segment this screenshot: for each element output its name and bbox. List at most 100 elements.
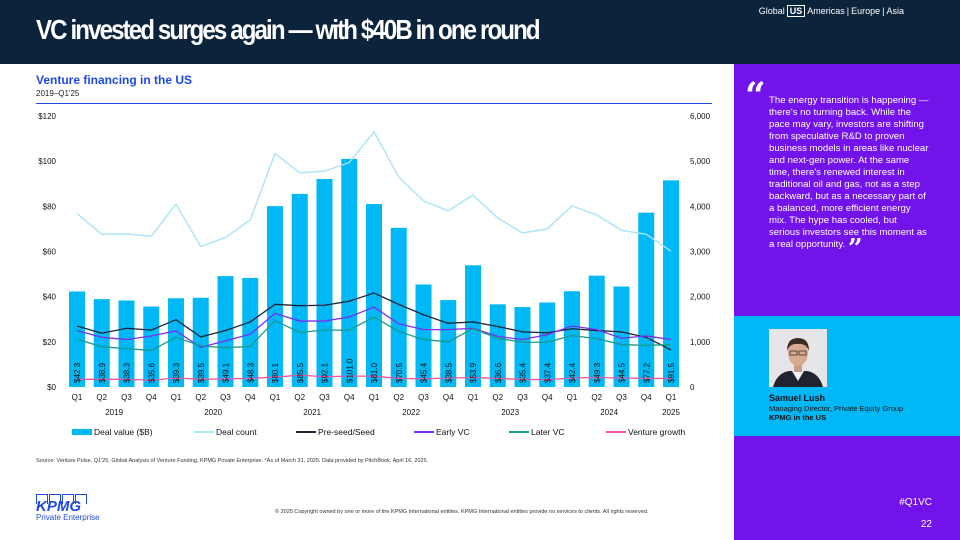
x-axis-quarter-label: Q3 <box>121 393 132 402</box>
deal-value-bar <box>316 179 333 387</box>
right-axis-tick: 0 <box>690 383 695 392</box>
x-axis-quarter-label: Q4 <box>245 393 256 402</box>
left-axis-tick: $80 <box>43 202 57 211</box>
bar-data-label: $92.1 <box>321 362 330 383</box>
region-global-link[interactable]: Global <box>758 6 785 16</box>
x-axis-quarter-label: Q1 <box>468 393 479 402</box>
deal-value-bar <box>118 300 135 387</box>
bar-data-label: $101.0 <box>345 358 354 383</box>
right-axis-tick: 6,000 <box>690 112 711 121</box>
left-axis-tick: $20 <box>43 338 57 347</box>
legend-label: Venture growth <box>628 427 685 437</box>
bar-data-label: $80.1 <box>271 362 280 383</box>
deal-value-bar <box>291 193 308 387</box>
deal-value-bar <box>588 275 605 387</box>
x-axis-quarter-label: Q4 <box>443 393 454 402</box>
deal-value-bar <box>366 204 382 387</box>
copyright: © 2025 Copyright owned by one or more of… <box>275 509 649 515</box>
person-photo <box>769 329 827 387</box>
bar-data-label: $36.6 <box>494 362 503 383</box>
quote-body: The energy transition is happening — the… <box>769 95 929 250</box>
deal-value-bar <box>93 299 110 387</box>
logo-subtext: Private Enterprise <box>36 513 100 522</box>
deal-value-bar <box>663 180 679 387</box>
x-axis-quarter-label: Q1 <box>567 393 578 402</box>
deal-value-bar <box>564 291 580 387</box>
series-line-deal-count <box>76 130 672 252</box>
open-quote-icon: “ <box>745 75 766 117</box>
x-axis-year-label: 2019 <box>105 408 123 417</box>
region-europe-link[interactable]: Europe <box>851 6 881 16</box>
x-axis-quarter-label: Q4 <box>146 393 157 402</box>
deal-value-bar <box>242 277 259 387</box>
x-axis-quarter-label: Q3 <box>418 393 429 402</box>
left-axis-tick: $100 <box>38 157 56 166</box>
deal-value-bar <box>143 306 160 387</box>
deal-value-bar <box>465 265 481 387</box>
x-axis-quarter-label: Q2 <box>195 393 206 402</box>
x-axis-quarter-label: Q3 <box>616 393 627 402</box>
region-us-link[interactable]: US <box>786 5 806 17</box>
x-axis-year-label: 2023 <box>501 408 519 417</box>
venture-financing-chart: $0 $20 $40 $60 $80 $100 $120 0 1,000 2,000 3,000 4,… <box>38 112 711 437</box>
x-axis-quarter-label: Q2 <box>294 393 305 402</box>
hashtag: #Q1VC <box>899 497 932 508</box>
x-axis-quarter-label: Q2 <box>591 393 602 402</box>
deal-value-bar <box>638 212 655 387</box>
page-number: 22 <box>920 519 932 530</box>
x-axis-quarter-label: Q3 <box>319 393 330 402</box>
title-divider <box>36 103 712 104</box>
legend-label: Later VC <box>531 427 565 437</box>
x-axis-quarter-label: Q4 <box>542 393 553 402</box>
deal-value-bar <box>217 276 234 387</box>
chart-subtitle: 2019–Q1'25 <box>36 89 80 98</box>
left-axis-tick: $0 <box>47 383 56 392</box>
logo-text: KPMG <box>36 498 81 515</box>
separator: | <box>882 6 885 16</box>
legend-label: Deal count <box>216 427 257 437</box>
deal-value-bar <box>341 158 358 387</box>
bar-data-label: $48.3 <box>246 362 255 383</box>
deal-value-bar <box>539 302 556 387</box>
bar-data-label: $39.5 <box>197 362 206 383</box>
left-axis-tick: $40 <box>43 293 57 302</box>
x-axis-year-label: 2025 <box>662 408 680 417</box>
bar-data-label: $45.4 <box>420 362 429 383</box>
bar-data-label: $77.2 <box>642 362 651 383</box>
x-axis-quarter-label: Q2 <box>96 393 107 402</box>
series-line-later-vc <box>76 316 672 352</box>
left-axis-tick: $120 <box>38 112 56 121</box>
right-axis-tick: 5,000 <box>690 157 711 166</box>
x-axis-year-label: 2024 <box>600 408 618 417</box>
person-role: Managing Director, Private Equity Group <box>769 404 904 413</box>
deal-value-bar <box>390 227 407 387</box>
series-line-early-vc <box>76 306 672 348</box>
legend-swatch <box>72 429 92 435</box>
quote-panel <box>734 64 960 540</box>
x-axis-quarter-label: Q1 <box>171 393 182 402</box>
bar-data-label: $53.9 <box>469 362 478 383</box>
x-axis-year-label: 2021 <box>303 408 321 417</box>
x-axis-quarter-label: Q4 <box>344 393 355 402</box>
person-card <box>734 316 960 436</box>
header-bar: VC invested surges again — with $40B in … <box>0 0 960 64</box>
bar-data-label: $49.1 <box>222 362 231 383</box>
bar-data-label: $42.3 <box>73 362 82 383</box>
right-axis-tick: 4,000 <box>690 202 711 211</box>
x-axis-quarter-label: Q1 <box>369 393 380 402</box>
bar-data-label: $85.5 <box>296 362 305 383</box>
bar-data-label: $38.3 <box>123 362 132 383</box>
region-asia-link[interactable]: Asia <box>886 6 904 16</box>
x-axis-quarter-label: Q2 <box>393 393 404 402</box>
deal-value-bar <box>514 307 531 387</box>
right-axis-tick: 3,000 <box>690 248 711 257</box>
bar-data-label: $39.3 <box>172 362 181 383</box>
person-name: Samuel Lush <box>769 393 826 403</box>
region-americas-link[interactable]: Americas <box>807 6 845 16</box>
left-axis-tick: $60 <box>43 248 57 257</box>
legend-label: Early VC <box>436 427 470 437</box>
chart-title: Venture financing in the US <box>36 73 193 87</box>
x-axis-quarter-label: Q3 <box>517 393 528 402</box>
x-axis-quarter-label: Q1 <box>270 393 281 402</box>
bar-data-label: $49.3 <box>593 362 602 383</box>
